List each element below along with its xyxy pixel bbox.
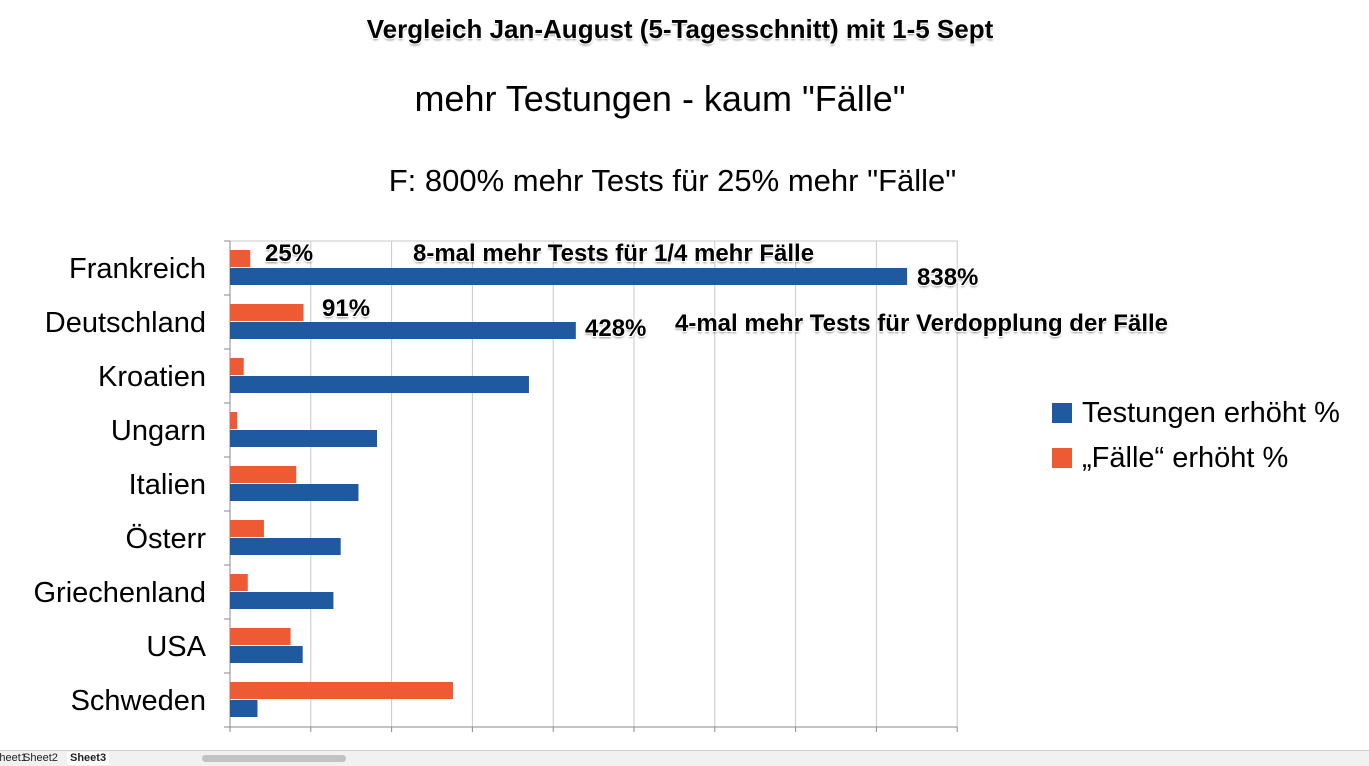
- chart-subtitle-secondary: F: 800% mehr Tests für 25% mehr "Fälle": [388, 163, 957, 198]
- bar-faelle: [230, 358, 244, 375]
- bar-faelle: [230, 682, 454, 699]
- sheet-tab-bar: Sheet1 Sheet2 Sheet3: [0, 750, 1369, 766]
- bar-faelle: [230, 304, 304, 321]
- category-label: USA: [146, 631, 206, 663]
- bar-faelle: [230, 628, 291, 645]
- category-label: Österr: [125, 523, 206, 555]
- bar-testungen: [230, 484, 359, 501]
- bar-chart: Frankreich Deutschland Kroatien Ungarn Itali…: [34, 240, 958, 732]
- bar-faelle: [230, 412, 238, 429]
- category-label: Kroatien: [98, 361, 206, 393]
- bar-testungen: [230, 646, 303, 663]
- annotation-deutschland-note: 4-mal mehr Tests für Verdopplung der Fäl…: [675, 310, 1168, 337]
- chart-subtitle: mehr Testungen - kaum "Fälle": [414, 78, 906, 119]
- sheet-tab-2[interactable]: Sheet2: [23, 752, 58, 764]
- legend-label-faelle: „Fälle“ erhöht %: [1082, 442, 1289, 474]
- legend-swatch-faelle: [1052, 448, 1072, 468]
- annotation-deutschland-faelle: 91%: [322, 295, 371, 322]
- legend-label-tests: Testungen erhöht %: [1082, 397, 1340, 429]
- category-label: Schweden: [71, 685, 206, 717]
- legend-item-faelle: „Fälle“ erhöht %: [1052, 442, 1288, 475]
- bar-testungen: [230, 376, 529, 393]
- sheet-tab-1[interactable]: Sheet1: [0, 752, 27, 764]
- legend-swatch-tests: [1052, 403, 1072, 423]
- horizontal-scrollbar-track[interactable]: [200, 754, 1360, 763]
- bar-faelle: [230, 250, 251, 267]
- legend-item-tests: Testungen erhöht %: [1052, 397, 1340, 430]
- category-label: Deutschland: [45, 307, 206, 339]
- bar-faelle: [230, 574, 248, 591]
- annotation-frankreich-note: 8-mal mehr Tests für 1/4 mehr Fälle: [413, 240, 815, 267]
- bar-faelle: [230, 520, 264, 537]
- horizontal-scrollbar-thumb[interactable]: [202, 755, 346, 762]
- annotation-deutschland-tests: 428%: [585, 315, 647, 342]
- bar-testungen: [230, 700, 258, 717]
- bar-testungen: [230, 322, 576, 339]
- category-label: Frankreich: [69, 253, 206, 285]
- bar-testungen: [230, 538, 341, 555]
- annotation-frankreich-faelle: 25%: [265, 240, 314, 267]
- bar-testungen: [230, 268, 908, 285]
- category-label: Ungarn: [111, 415, 206, 447]
- annotation-frankreich-tests: 838%: [917, 264, 979, 291]
- chart-title: Vergleich Jan-August (5-Tagesschnitt) mi…: [366, 14, 994, 44]
- bar-faelle: [230, 466, 297, 483]
- bar-testungen: [230, 430, 378, 447]
- sheet-tab-3-active[interactable]: Sheet3: [67, 752, 110, 765]
- category-label: Griechenland: [34, 577, 207, 609]
- bar-testungen: [230, 592, 334, 609]
- category-label: Italien: [129, 469, 206, 501]
